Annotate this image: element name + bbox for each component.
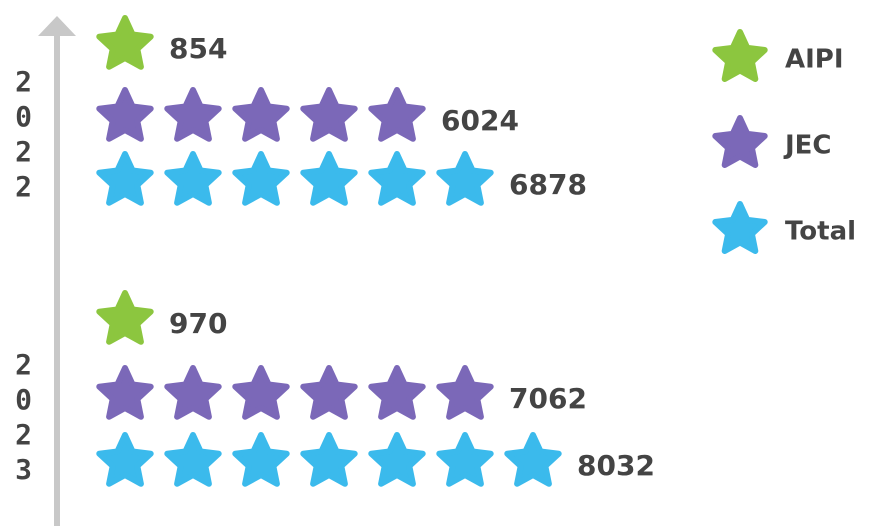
value-label: 8032 xyxy=(577,449,655,482)
star-icon xyxy=(300,365,358,420)
star-icon xyxy=(300,87,358,142)
star-icon xyxy=(232,432,290,487)
axis-arrow xyxy=(38,16,76,36)
star-icon xyxy=(164,365,222,420)
year-label: 2023 xyxy=(7,348,40,488)
star-icon xyxy=(232,365,290,420)
star-icon xyxy=(96,365,154,420)
star-icon xyxy=(96,87,154,142)
star-icon xyxy=(96,151,154,206)
star-icon xyxy=(96,432,154,487)
legend-icon xyxy=(712,201,768,254)
star-icon xyxy=(368,151,426,206)
legend-label: AIPI xyxy=(785,45,844,75)
star-icon xyxy=(232,151,290,206)
legend-label: JEC xyxy=(783,131,832,161)
legend-icon xyxy=(712,29,768,82)
star-icon xyxy=(96,290,154,345)
value-label: 970 xyxy=(169,307,227,340)
star-icon xyxy=(164,87,222,142)
star-icon xyxy=(436,151,494,206)
star-icon xyxy=(232,87,290,142)
star-icon xyxy=(368,365,426,420)
star-icon xyxy=(368,432,426,487)
star-icon xyxy=(164,432,222,487)
star-icon xyxy=(300,151,358,206)
star-icon xyxy=(436,365,494,420)
star-icon xyxy=(96,15,154,70)
star-icon xyxy=(504,432,562,487)
value-label: 7062 xyxy=(509,382,587,415)
star-icon xyxy=(436,432,494,487)
star-icon xyxy=(368,87,426,142)
value-label: 6024 xyxy=(441,104,519,137)
star-icon xyxy=(164,151,222,206)
year-label: 2022 xyxy=(7,65,40,205)
value-label: 6878 xyxy=(509,168,587,201)
legend-label: Total xyxy=(785,217,856,247)
legend-icon xyxy=(712,115,768,168)
star-icon xyxy=(300,432,358,487)
value-label: 854 xyxy=(169,32,227,65)
